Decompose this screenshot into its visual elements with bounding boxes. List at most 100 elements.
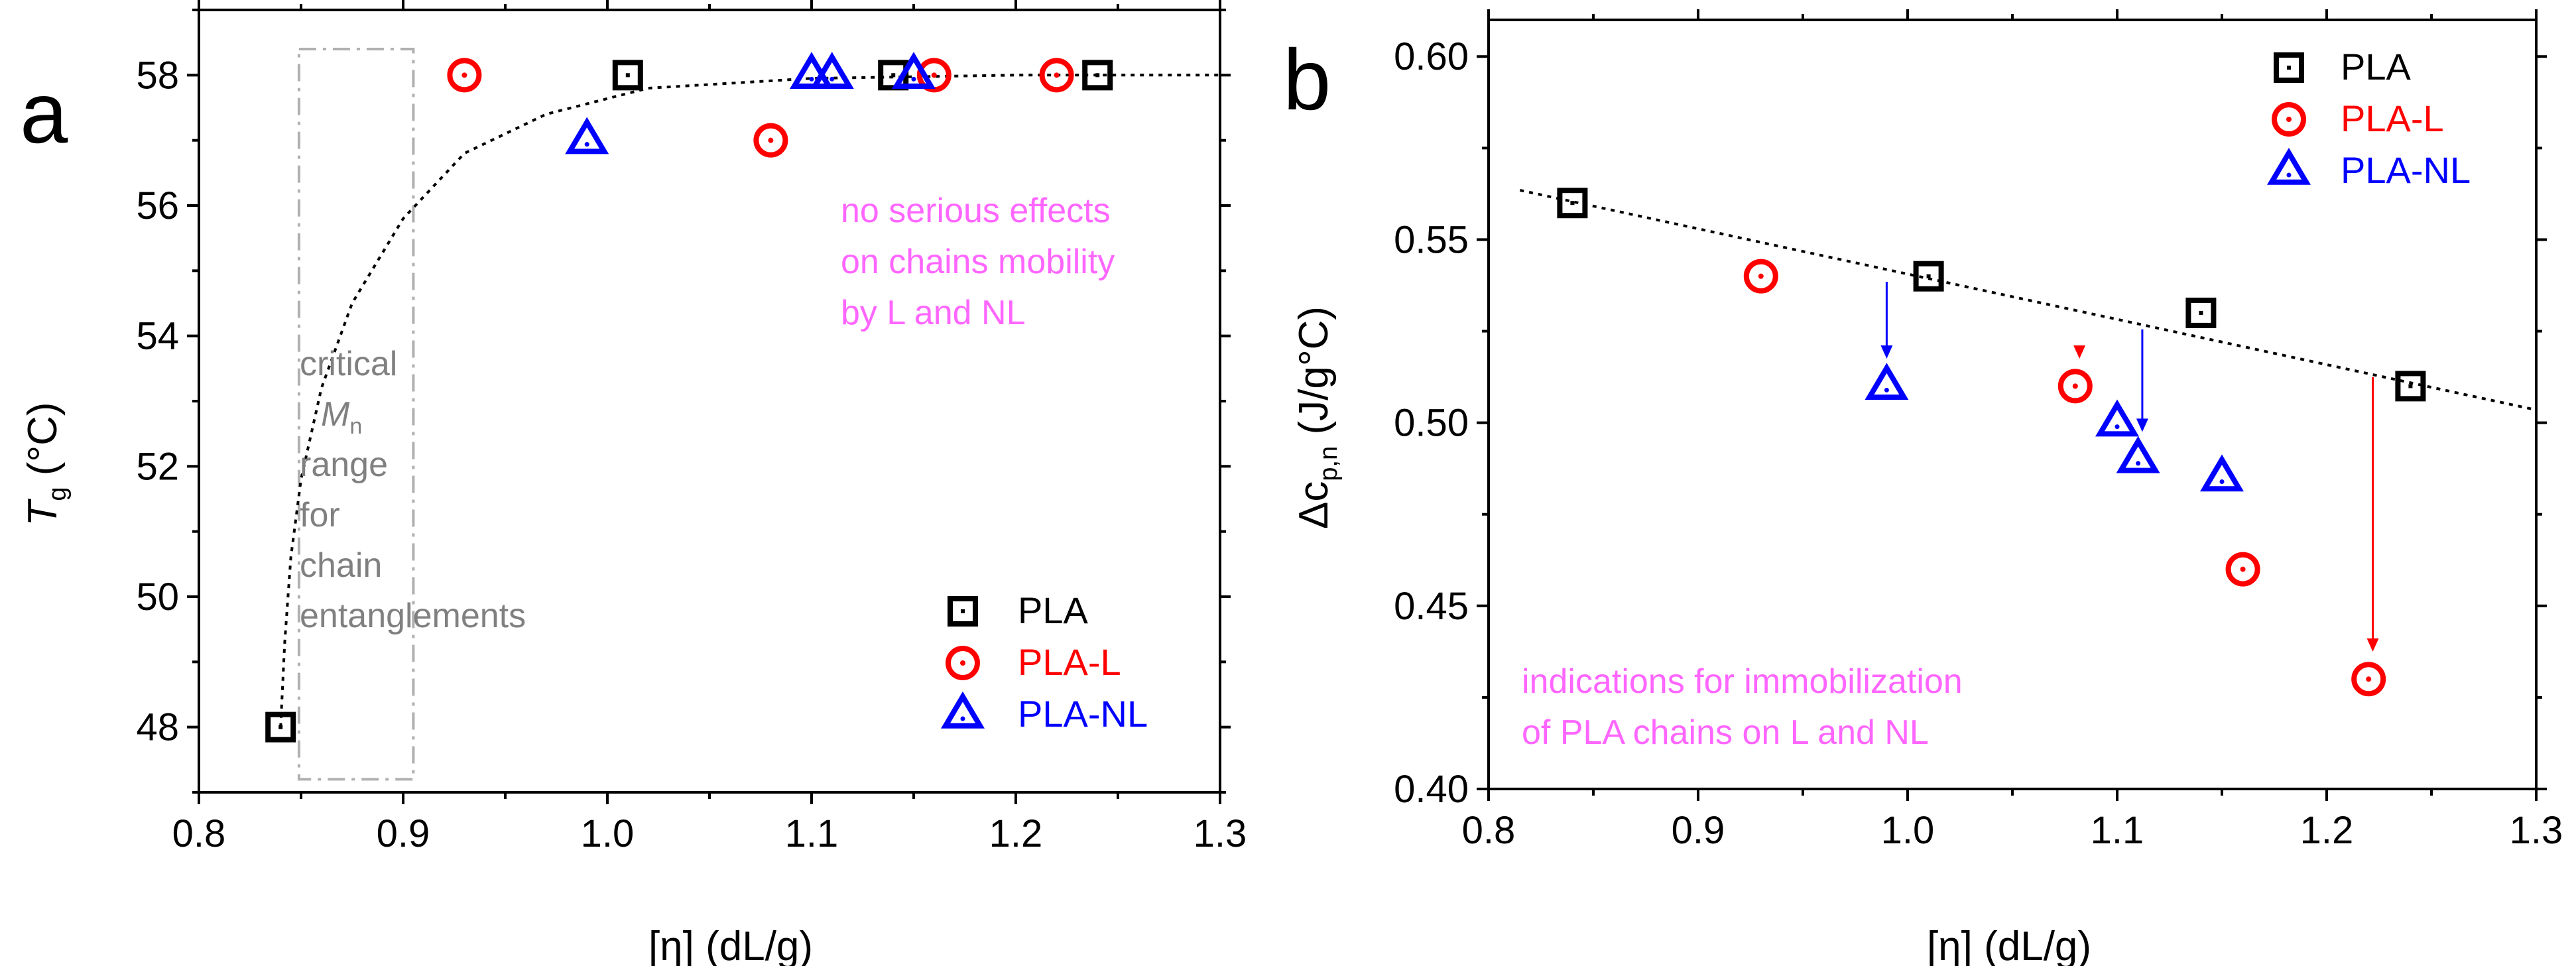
- panel-a-data-points: [265, 52, 1113, 743]
- point-pla-l-dot: [1758, 273, 1764, 279]
- arrow-head: [2366, 638, 2379, 652]
- legend-label-pla-nl: PLA-NL: [2341, 149, 2471, 191]
- y-label-symbol: T: [20, 499, 66, 526]
- panel-a-y-axis-title: Tg (°C): [20, 402, 72, 526]
- panel-a-x-ticks: 0.8 0.9 1.0 1.1 1.2 1.3: [172, 0, 1247, 855]
- legend-marker-pla-l: [946, 646, 980, 680]
- x-tick-label: 1.3: [1194, 812, 1247, 855]
- point-pla-dot: [1570, 201, 1575, 206]
- critical-line-6: entanglements: [300, 597, 526, 635]
- y-label-subscript: p,n: [1315, 446, 1343, 481]
- immobilization-line-1: indications for immobilization: [1522, 662, 1963, 701]
- point-pla-dot: [278, 725, 283, 729]
- point-pla-l-dot: [461, 72, 467, 78]
- point-pla: [2185, 297, 2217, 328]
- immobilization-line-2: of PLA chains on L and NL: [1522, 713, 1929, 752]
- legend-marker-pla-nl: [2266, 147, 2311, 185]
- legend-marker-pla-l: [946, 646, 980, 680]
- legend-marker-pla-nl: [2266, 147, 2311, 185]
- point-pla-dot: [2408, 384, 2413, 389]
- critical-line-1: critical: [300, 345, 397, 383]
- mobility-line-2: on chains mobility: [841, 243, 1115, 281]
- point-pla-dot: [1926, 274, 1931, 278]
- critical-mn-symbol: M: [321, 395, 350, 434]
- x-tick-label: 0.8: [1462, 809, 1516, 852]
- legend-marker-pla-l-dot: [960, 660, 965, 666]
- y-label-symbol: Δc: [1291, 481, 1337, 529]
- point-pla-l: [2351, 662, 2386, 697]
- point-pla-l: [753, 123, 788, 158]
- panel-b-y-axis-title: Δcp,n (J/g°C): [1291, 306, 1343, 529]
- legend-marker-pla-nl: [940, 691, 985, 729]
- legend-marker-pla: [2274, 52, 2304, 83]
- legend-label-pla-nl: PLA-NL: [1018, 693, 1148, 735]
- legend-label-pla-l: PLA-L: [2341, 97, 2444, 139]
- point-pla-l-dot: [2366, 676, 2372, 682]
- y-tick-label: 58: [136, 54, 179, 97]
- critical-line-4: for: [300, 496, 340, 534]
- panel-b-x-ticks: 0.8 0.9 1.0 1.1 1.2 1.3: [1462, 9, 2563, 852]
- legend-marker-pla-l-dot: [2286, 117, 2292, 122]
- panel-a-legend: PLA PLA-L PLA-NL: [940, 589, 1148, 735]
- point-pla-nl: [565, 117, 609, 154]
- point-pla-nl-dot: [584, 142, 589, 147]
- panel-b-x-axis-title: [η] (dL/g): [1927, 924, 2091, 966]
- point-pla-nl-dot: [2136, 461, 2141, 466]
- y-tick-label: 54: [136, 315, 179, 358]
- point-pla-nl: [789, 52, 834, 90]
- point-pla-l: [1039, 58, 1074, 93]
- panel-a-y-ticks: 48 50 52 54 56 58: [136, 9, 1231, 794]
- y-tick-label: 0.50: [1394, 402, 1469, 445]
- point-pla-nl: [2095, 399, 2140, 437]
- critical-mn-region: [297, 48, 415, 781]
- y-tick-label: 0.60: [1394, 35, 1469, 78]
- point-pla-l: [447, 58, 482, 93]
- point-pla: [1082, 60, 1113, 91]
- x-tick-label: 1.0: [581, 812, 635, 855]
- x-tick-label: 1.1: [785, 812, 839, 855]
- point-pla-nl-dot: [2219, 479, 2225, 484]
- x-tick-label: 1.2: [989, 812, 1043, 855]
- arrow-head: [2073, 345, 2086, 359]
- immobilization-annotation: indications for immobilization of PLA ch…: [1522, 662, 1972, 752]
- point-pla-nl: [2116, 436, 2160, 473]
- legend-marker-pla-nl-dot: [960, 716, 965, 721]
- point-pla-l-dot: [931, 72, 937, 78]
- point-pla-nl: [1865, 363, 1909, 400]
- point-pla-nl-dot: [809, 76, 814, 82]
- point-pla-l-dot: [2072, 383, 2078, 389]
- point-pla-nl: [891, 52, 936, 90]
- legend-label-pla: PLA: [1018, 589, 1088, 631]
- y-tick-label: 0.40: [1394, 768, 1469, 811]
- y-tick-label: 50: [136, 575, 179, 619]
- x-tick-label: 1.3: [2510, 809, 2563, 852]
- critical-line-5: chain: [300, 546, 382, 585]
- critical-mn-annotation: critical Mn range for chain entanglement…: [300, 345, 526, 635]
- panel-b-y-ticks: 0.40 0.45 0.50 0.55 0.60: [1394, 35, 2547, 811]
- x-tick-label: 1.2: [2300, 809, 2354, 852]
- legend-marker-pla-l: [2272, 102, 2306, 137]
- point-pla: [1913, 261, 1944, 292]
- point-pla: [2395, 371, 2426, 402]
- y-tick-label: 48: [136, 706, 179, 749]
- panel-b-arrows: [1880, 281, 2379, 652]
- legend-marker-pla-dot: [961, 609, 965, 613]
- mobility-line-3: by L and NL: [841, 294, 1025, 332]
- arrow-head: [2136, 418, 2148, 432]
- panel-a-letter: a: [20, 64, 68, 161]
- point-pla-nl: [810, 52, 854, 90]
- y-tick-label: 56: [136, 184, 179, 227]
- point-pla-nl-dot: [2115, 424, 2120, 430]
- point-pla: [612, 60, 643, 91]
- y-label-subscript: g: [44, 487, 72, 501]
- point-pla-dot: [891, 73, 896, 78]
- arrow-head: [1880, 345, 1893, 359]
- point-pla-nl-dot: [829, 76, 835, 82]
- point-pla: [1557, 188, 1588, 219]
- panel-b: b 0.8 0.9 1.0 1.1 1.2 1.3 0.40 0.45 0.50 0.55 0.6…: [1283, 9, 2563, 966]
- mobility-line-1: no serious effects: [841, 192, 1111, 230]
- y-tick-label: 52: [136, 445, 179, 488]
- point-pla: [265, 711, 296, 743]
